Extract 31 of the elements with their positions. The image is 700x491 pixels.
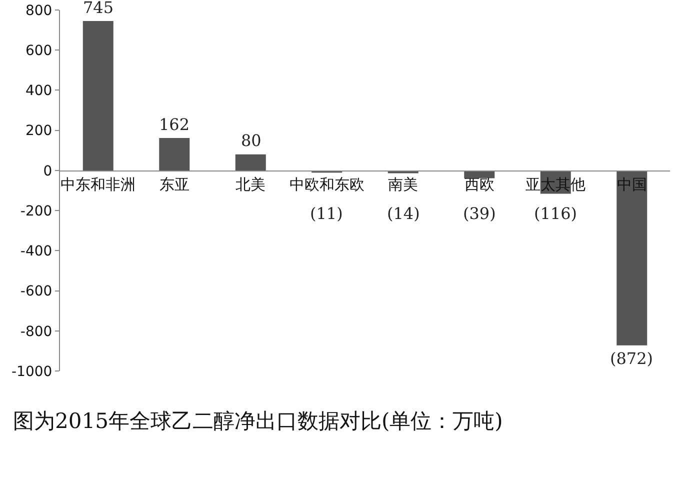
data-label: (11) <box>310 204 343 223</box>
x-tick-label: 北美 <box>236 175 266 194</box>
y-tick-label: 800 <box>25 2 52 19</box>
bar <box>235 154 266 170</box>
y-tick-label: 0 <box>43 163 52 180</box>
data-label: 745 <box>83 0 114 17</box>
y-tick-label: -1000 <box>12 364 52 380</box>
x-tick-label: 中欧和东欧 <box>289 175 364 194</box>
y-tick-label: 600 <box>25 43 52 60</box>
data-label: (116) <box>534 204 578 223</box>
data-label: (39) <box>463 204 496 223</box>
y-tick-label: -400 <box>20 244 52 260</box>
x-tick-label: 西欧 <box>464 175 494 194</box>
bar <box>616 170 648 346</box>
y-tick-label: -200 <box>20 203 52 220</box>
data-label: 80 <box>241 131 262 150</box>
y-tick-label: -800 <box>20 324 52 340</box>
y-tick-label: 200 <box>25 123 52 140</box>
x-tick-label: 中国 <box>616 175 647 194</box>
bar <box>159 138 190 170</box>
y-tick-label: 400 <box>25 83 52 100</box>
bar <box>464 170 495 178</box>
text: 图为2015年全球乙二醇净出口数据对比(单位：万吨) <box>13 409 503 433</box>
x-tick-label: 东亚 <box>159 175 190 194</box>
data-label: (872) <box>610 349 654 368</box>
x-tick-label: 中东和非洲 <box>60 175 136 194</box>
x-tick-label: 南美 <box>388 175 418 194</box>
data-label: (14) <box>387 204 420 223</box>
bar <box>82 21 114 170</box>
data-label: 162 <box>159 115 190 134</box>
y-tick-label: -600 <box>20 284 52 300</box>
